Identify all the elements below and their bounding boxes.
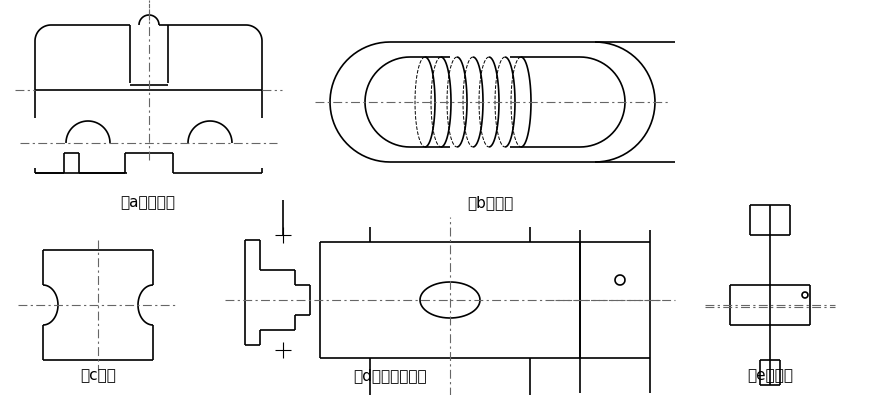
Text: （a）接触片: （a）接触片 (121, 195, 176, 210)
Text: （d）抽屉座母线: （d）抽屉座母线 (354, 368, 427, 383)
Text: （c）轴: （c）轴 (80, 368, 116, 383)
Text: （e）支架: （e）支架 (747, 368, 793, 383)
Text: （b）弹簧: （b）弹簧 (467, 195, 513, 210)
